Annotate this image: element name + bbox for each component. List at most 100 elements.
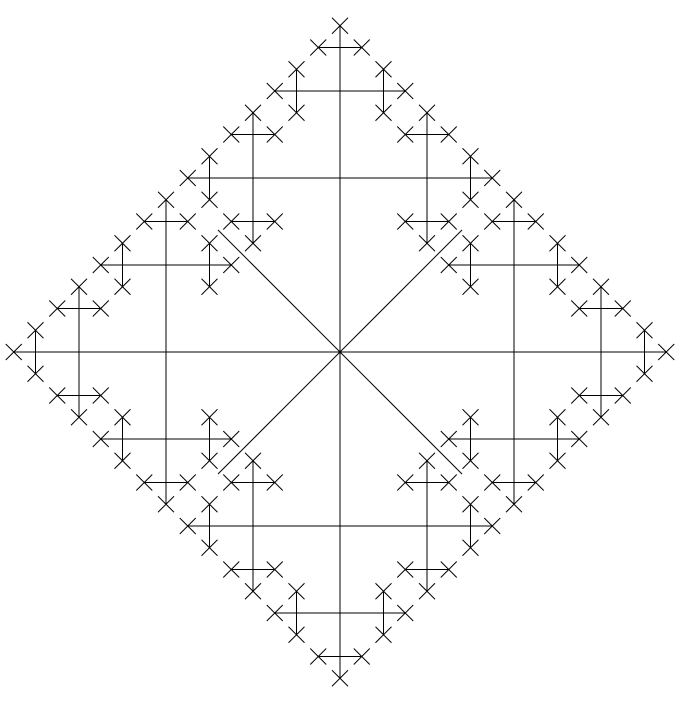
fractal-tip-mark [92,256,110,274]
fractal-tip-mark [27,365,44,383]
fractal-tip-mark [418,104,436,122]
fractal-tip-mark [222,561,240,578]
fractal-tip-mark [396,604,414,622]
fractal-tip-mark [201,234,218,252]
fractal-tip-mark [418,234,436,252]
fractal-tip-mark [266,604,284,622]
fractal-tip-mark [527,213,545,230]
fractal-tip-mark [266,213,284,230]
fractal-tip-mark [135,474,153,491]
fractal-tip-mark [462,191,479,209]
fractal-tip-mark [440,256,458,274]
fractal-tip-mark [179,169,197,187]
fractal-tip-mark [375,60,392,78]
fractal-tip-mark [462,234,479,252]
fractal-tip-mark [114,278,131,296]
fractal-tip-mark [462,278,479,296]
fractal-tip-mark [331,17,349,35]
fractal-tip-mark [549,408,566,426]
fractal-tip-mark [331,669,349,687]
fractal-tip-mark [70,278,88,296]
fractal-tip-mark [440,561,458,578]
fractal-lines [5,17,675,687]
fractal-tip-mark [483,517,501,535]
fractal-tip-mark [353,648,371,665]
fractal-tip-mark [657,343,675,361]
fractal-tip-mark [614,300,632,317]
fractal-tip-mark [309,648,327,665]
fractal-tip-mark [592,408,610,426]
fractal-tip-mark [135,213,153,230]
fractal-tip-mark [396,213,414,230]
fractal-tip-mark [266,126,284,143]
fractal-tip-mark [244,234,262,252]
fractal-tip-mark [179,517,197,535]
fractal-tip-mark [179,213,197,230]
fractal-tip-mark [244,582,262,600]
fractal-tip-mark [462,452,479,470]
fractal-tip-mark [483,213,501,230]
fractal-tip-mark [396,126,414,143]
fractal-tip-mark [201,191,218,209]
fractal-tip-mark [592,278,610,296]
fractal-tip-mark [222,126,240,143]
fractal-tip-mark [614,387,632,404]
fractal-tip-mark [527,474,545,491]
fractal-tip-mark [570,300,588,317]
fractal-tip-mark [440,126,458,143]
fractal-tip-mark [483,474,501,491]
fractal-tip-mark [549,452,566,470]
fractal-tip-mark [222,213,240,230]
fractal-tip-mark [636,321,653,339]
fractal-tip-mark [70,408,88,426]
fractal-tip-mark [309,39,327,56]
fractal-tip-mark [440,213,458,230]
fractal-tip-mark [179,474,197,491]
fractal-tip-mark [266,82,284,100]
fractal-tip-mark [48,387,66,404]
fractal-tip-mark [440,430,458,448]
fractal-tip-mark [288,60,305,78]
fractal-tip-mark [440,474,458,491]
fractal-tip-mark [201,452,218,470]
fractal-tip-mark [222,474,240,491]
fractal-tip-mark [396,82,414,100]
fractal-tip-mark [288,626,305,644]
fractal-tip-mark [27,321,44,339]
fractal-tip-mark [114,452,131,470]
fractal-tip-mark [48,300,66,317]
fractal-tip-mark [92,300,110,317]
fractal-tip-mark [505,495,523,513]
fractal-tip-mark [288,582,305,600]
fractal-tip-mark [462,539,479,557]
fractal-tip-mark [549,234,566,252]
fractal-tip-mark [5,343,23,361]
fractal-tip-mark [396,561,414,578]
fractal-tip-mark [201,147,218,165]
fractal-tip-mark [201,278,218,296]
fractal-tip-mark [505,191,523,209]
fractal-tip-mark [157,495,175,513]
fractal-tip-mark [222,430,240,448]
fractal-tip-mark [92,387,110,404]
fractal-tip-mark [462,495,479,513]
fractal-tip-mark [375,104,392,122]
fractal-tip-mark [222,256,240,274]
fractal-tip-mark [288,104,305,122]
fractal-tip-mark [418,582,436,600]
fractal-tip-mark [636,365,653,383]
fractal-tip-mark [570,387,588,404]
fractal-tip-mark [266,474,284,491]
fractal-tip-mark [375,626,392,644]
fractal-tip-mark [549,278,566,296]
fractal-tip-mark [114,408,131,426]
fractal-tip-mark [201,495,218,513]
fractal-tip-mark [92,430,110,448]
fractal-tip-mark [483,169,501,187]
fractal-tip-mark [201,408,218,426]
fractal-tip-mark [114,234,131,252]
fractal-tip-mark [396,474,414,491]
fractal-tip-mark [375,582,392,600]
fractal-tip-mark [570,256,588,274]
